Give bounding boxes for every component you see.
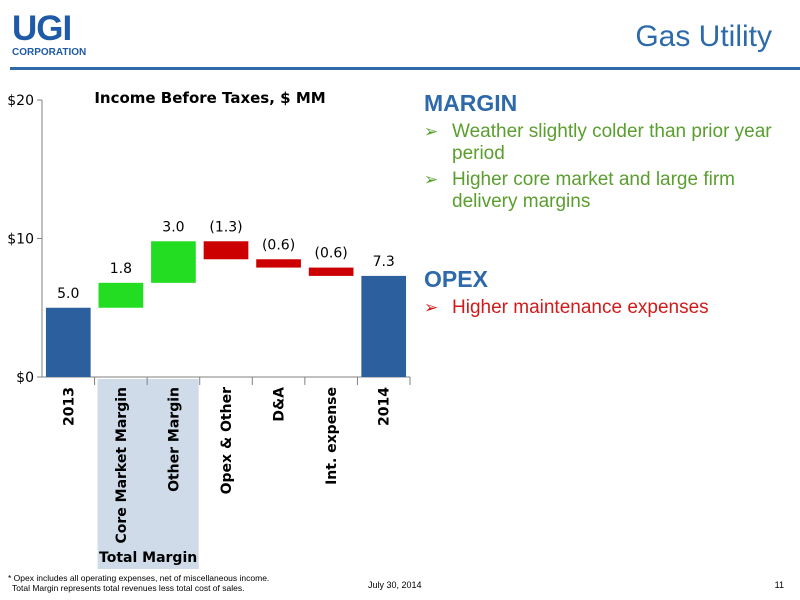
data-label: (0.6) <box>315 246 348 262</box>
chart-title: Income Before Taxes, $ MM <box>94 89 325 107</box>
page-number: 11 <box>774 580 784 590</box>
margin-bullet: ➢ Weather slightly colder than prior year… <box>424 121 794 165</box>
data-label: 1.8 <box>110 261 132 277</box>
y-tick-label: $10 <box>7 232 34 248</box>
y-tick-label: $0 <box>16 370 34 386</box>
footnote-line: * Opex includes all operating expenses, … <box>8 573 270 583</box>
x-tick-label: Int. expense <box>324 387 340 485</box>
data-label: 7.3 <box>373 254 395 270</box>
ugi-logo: UGI CORPORATION <box>12 9 87 62</box>
opex-bullet: ➢ Higher maintenance expenses <box>424 297 794 319</box>
data-label: 3.0 <box>162 219 184 235</box>
bar-total <box>45 307 91 377</box>
x-tick-label: 2014 <box>377 387 393 426</box>
x-tick-label: 2013 <box>61 387 77 426</box>
bar-total <box>361 275 407 377</box>
x-tick-label: Core Market Margin <box>114 387 130 544</box>
bar-decrease <box>308 267 354 276</box>
slide-title: Gas Utility <box>635 20 772 53</box>
margin-bullet-text: Higher core market and large firm delive… <box>452 169 735 212</box>
margin-bullet: ➢ Higher core market and large firm deliv… <box>424 169 794 213</box>
arrow-bullet-icon: ➢ <box>424 298 439 317</box>
logo-wordmark: UGI <box>12 9 72 48</box>
y-tick-label: $20 <box>7 93 34 109</box>
footnote: * Opex includes all operating expenses, … <box>8 573 269 593</box>
opex-bullet-text: Higher maintenance expenses <box>452 297 709 318</box>
header-rule <box>10 67 800 70</box>
slide-date: July 30, 2014 <box>368 580 422 590</box>
bar-increase <box>151 241 196 283</box>
margin-bullet-list: ➢ Weather slightly colder than prior year… <box>424 121 794 217</box>
arrow-bullet-icon: ➢ <box>424 170 439 189</box>
bar-increase <box>98 282 144 308</box>
x-tick-label: Opex & Other <box>219 387 235 494</box>
bar-decrease <box>203 241 249 260</box>
total-margin-label: Total Margin <box>99 550 197 566</box>
x-tick-label: Other Margin <box>166 387 182 492</box>
bar-decrease <box>256 259 301 268</box>
footnote-line: Total Margin represents total revenues l… <box>12 583 245 593</box>
data-label: (0.6) <box>262 237 295 253</box>
logo-subtext: CORPORATION <box>12 47 87 58</box>
data-label: 5.0 <box>57 286 79 302</box>
arrow-bullet-icon: ➢ <box>424 122 439 141</box>
income-waterfall-chart: Total Margin $0 $10 $20 Income Before Taxes,… <box>7 89 411 569</box>
opex-bullet-list: ➢ Higher maintenance expenses <box>424 297 794 323</box>
margin-bullet-text: Weather slightly colder than prior year … <box>452 121 772 164</box>
data-label: (1.3) <box>209 219 242 235</box>
margin-heading: MARGIN <box>424 90 518 116</box>
x-tick-label: D&A <box>272 387 288 422</box>
total-margin-band <box>97 379 199 569</box>
opex-heading: OPEX <box>424 266 488 292</box>
